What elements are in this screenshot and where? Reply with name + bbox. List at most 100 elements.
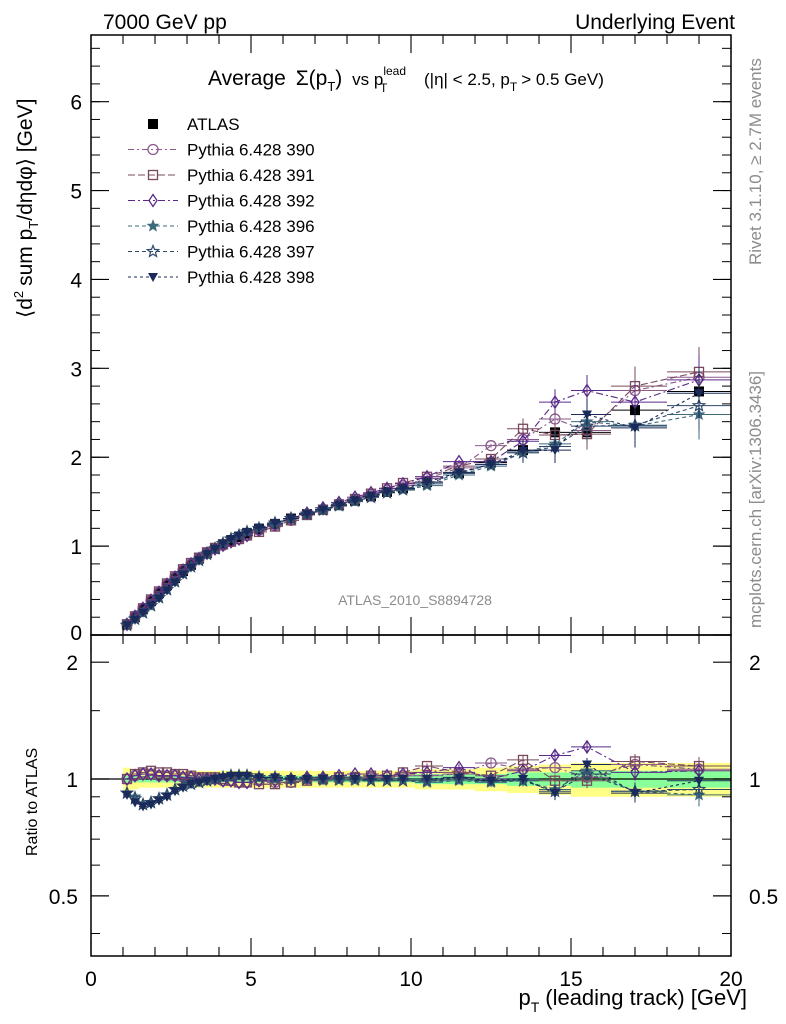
point-p398 [186, 563, 196, 573]
ratio-point-p398 [154, 796, 164, 806]
main-ytick-label: 0 [70, 622, 82, 645]
ratio-point-p392 [630, 765, 640, 780]
ratio-point-p397 [579, 766, 595, 781]
point-p398 [302, 510, 312, 520]
ratio-point-p398 [210, 775, 220, 785]
ratio-point-p398 [178, 783, 188, 793]
ratio-point-p398 [186, 780, 196, 790]
legend-item-p391: Pythia 6.428 391 [128, 166, 315, 185]
chart-title: Average Σ(pT) vs plead [208, 64, 406, 94]
ratio-point-p398 [286, 775, 296, 785]
ratio-point-p392 [138, 766, 148, 782]
series-atlas [122, 366, 731, 630]
ratio-point-p392 [550, 748, 560, 763]
ratio-ytick-label: 2 [66, 652, 78, 675]
ratio-point-p398 [694, 776, 704, 786]
point-p398 [234, 531, 244, 541]
point-p398 [334, 501, 344, 511]
watermark: ATLAS_2010_S8894728 [338, 592, 492, 608]
point-p398 [382, 487, 392, 497]
x-tick-label: 15 [559, 968, 582, 991]
ratio-point-p398 [270, 773, 280, 783]
ratio-point-p398 [234, 771, 244, 781]
ratio-point-p398 [146, 800, 156, 810]
ratio-point-p398 [550, 789, 560, 799]
energy-label: 7000 GeV pp [103, 11, 227, 34]
ratio-point-p398 [170, 787, 180, 797]
x-tick-label: 5 [245, 968, 257, 991]
point-p398 [270, 519, 280, 528]
point-p398 [122, 621, 132, 631]
point-p398 [210, 544, 220, 554]
legend-label-atlas: ATLAS [187, 115, 240, 134]
ratio-point-p398 [350, 775, 360, 785]
rivet-label: Rivet 3.1.10, ≥ 2.7M events [746, 58, 765, 265]
legend-marker-p397 [145, 243, 161, 258]
point-p398 [162, 586, 172, 596]
x-tick-label: 0 [85, 968, 97, 991]
ratio-point-p398 [382, 775, 392, 785]
ratio-point-p398 [122, 790, 132, 800]
process-label: Underlying Event [575, 11, 735, 34]
x-axis-label: pT (leading track) [GeV] [518, 985, 747, 1015]
ratio-point-p392 [146, 766, 156, 782]
point-p398 [582, 410, 592, 420]
point-p398 [366, 492, 376, 502]
legend-label-p391: Pythia 6.428 391 [187, 166, 315, 185]
ratio-plot-panel: 0.5 0.51 12 20 5 10 15 20 Ratio to ATLAS pT (lea… [24, 634, 778, 1015]
ratio-point-p391 [161, 767, 173, 778]
legend-item-p390: Pythia 6.428 390 [128, 141, 315, 160]
point-p398 [146, 601, 156, 611]
ratio-point-p398 [254, 773, 264, 783]
legend-marker-p398 [148, 273, 158, 282]
ratio-point-p398 [138, 802, 148, 812]
point-p390 [485, 440, 497, 452]
series-line-p398 [126, 392, 700, 626]
ratio-point-p398 [318, 775, 328, 785]
point-p398 [202, 550, 212, 560]
ratio-point-p391 [145, 765, 157, 776]
ratio-series-p398 [122, 758, 731, 812]
point-p392 [550, 394, 560, 410]
series-line-p392 [126, 379, 700, 625]
ratio-ytick-label: 1 [66, 769, 78, 792]
legend-marker-p392 [148, 193, 158, 208]
point-p398 [194, 556, 204, 566]
point-p398 [694, 389, 704, 399]
series-p392 [122, 355, 731, 632]
ratio-series-p391 [121, 754, 731, 790]
point-p398 [154, 594, 164, 604]
ratio-point-p398 [582, 760, 592, 770]
point-p398 [630, 423, 640, 433]
ratio-point-p398 [130, 798, 140, 808]
chart-title-sub-T: T [380, 81, 388, 95]
main-ytick-label: 3 [70, 358, 82, 381]
ratio-point-p392 [582, 739, 592, 755]
point-p398 [286, 514, 296, 524]
legend-item-p397: Pythia 6.428 397 [128, 243, 315, 262]
point-p392 [582, 383, 592, 398]
ratio-point-p398 [302, 775, 312, 785]
ratio-ytick-label-right: 2 [749, 652, 761, 675]
ratio-point-p392 [130, 768, 140, 783]
main-ytick-label: 5 [70, 181, 82, 204]
point-p398 [226, 535, 236, 544]
x-tick-label: 20 [719, 968, 742, 991]
legend-item-p398: Pythia 6.428 398 [128, 268, 315, 287]
legend-label-p397: Pythia 6.428 397 [187, 243, 315, 262]
point-p398 [422, 478, 432, 488]
ratio-point-p398 [486, 776, 496, 786]
legend-item-p396: Pythia 6.428 396 [128, 217, 315, 236]
legend-marker-p396 [146, 219, 160, 232]
ratio-point-p392 [122, 771, 132, 787]
point-p398 [242, 527, 252, 537]
series-line-p397 [126, 405, 700, 626]
point-p398 [178, 570, 188, 580]
ratio-point-p398 [242, 771, 252, 781]
main-ytick-label: 4 [70, 269, 82, 292]
series-line-p390 [126, 376, 700, 625]
ratio-y-label: Ratio to ATLAS [24, 748, 41, 856]
point-p398 [350, 496, 360, 506]
point-p398 [486, 460, 496, 470]
ratio-point-p398 [366, 775, 376, 785]
